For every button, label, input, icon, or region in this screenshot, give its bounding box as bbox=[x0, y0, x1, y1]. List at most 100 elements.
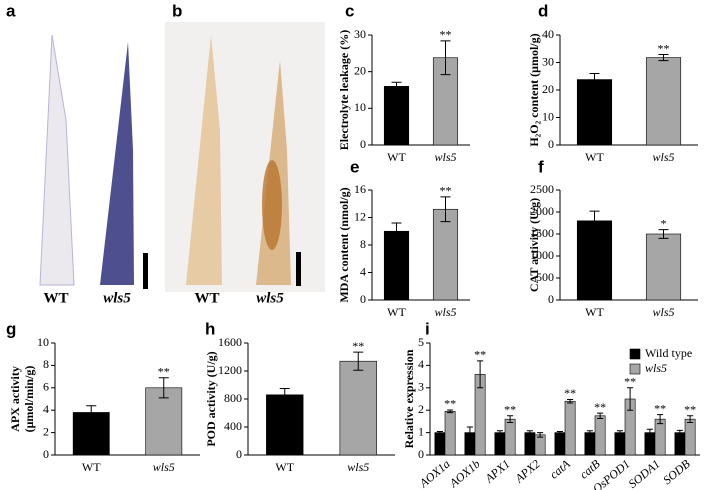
y-axis-label: MDA content (nmol/g) bbox=[337, 187, 351, 302]
bar bbox=[145, 387, 183, 456]
significance: ** bbox=[504, 403, 516, 417]
y-axis-label: Relative expression bbox=[402, 349, 416, 448]
bar bbox=[554, 432, 566, 456]
y-tick-label: 4 bbox=[43, 402, 49, 416]
x-tick-label: wls5 bbox=[434, 305, 456, 319]
legend-swatch bbox=[629, 363, 641, 375]
error-bar bbox=[658, 54, 669, 62]
x-tick-label: wls5 bbox=[652, 305, 674, 319]
error-bar bbox=[676, 429, 683, 436]
y-axis-label: APX activity bbox=[8, 366, 22, 432]
bar bbox=[584, 432, 596, 456]
error-bar bbox=[687, 415, 694, 424]
error-bar bbox=[589, 73, 600, 87]
legend-label: wls5 bbox=[645, 361, 667, 375]
significance: ** bbox=[352, 339, 364, 353]
x-tick-label: WT bbox=[82, 460, 101, 474]
panel-letter: e bbox=[350, 157, 359, 176]
significance: ** bbox=[440, 184, 452, 198]
y-tick-label: 8 bbox=[360, 237, 366, 251]
significance: ** bbox=[658, 41, 670, 55]
panel-letter: a bbox=[6, 1, 16, 20]
panel-letter: g bbox=[6, 319, 16, 338]
y-tick-label: 10 bbox=[37, 335, 49, 349]
bar bbox=[576, 220, 613, 301]
significance: ** bbox=[444, 397, 456, 411]
y-tick-label: 0 bbox=[548, 292, 554, 306]
error-bar bbox=[496, 430, 503, 435]
x-tick-label: SODA1 bbox=[626, 457, 663, 490]
scale-bar bbox=[296, 252, 301, 286]
bar bbox=[504, 418, 516, 456]
y-tick-label: 2000 bbox=[530, 204, 554, 218]
error-bar bbox=[537, 432, 544, 438]
x-tick-label: wls5 bbox=[652, 150, 674, 164]
y-tick-label: 400 bbox=[224, 419, 242, 433]
error-bar bbox=[597, 412, 604, 419]
error-bar bbox=[440, 40, 451, 76]
y-tick-label: 1600 bbox=[218, 335, 242, 349]
error-bar bbox=[589, 210, 600, 231]
y-tick-label: 3 bbox=[418, 380, 424, 394]
error-bar bbox=[447, 409, 454, 414]
bar bbox=[594, 415, 606, 456]
y-tick-label: 10 bbox=[542, 109, 554, 123]
error-bar bbox=[567, 398, 574, 404]
bar bbox=[614, 432, 626, 456]
bar bbox=[564, 400, 576, 456]
bar bbox=[645, 57, 682, 146]
error-bar bbox=[616, 430, 623, 435]
panel-letter: b bbox=[172, 1, 182, 20]
y-tick-label: 10 bbox=[354, 100, 366, 114]
y-tick-label: 8 bbox=[43, 357, 49, 371]
error-bar bbox=[391, 81, 402, 91]
error-bar bbox=[353, 351, 364, 371]
y-axis-label: H₂O₂ content (μmol/g) bbox=[527, 33, 541, 146]
y-tick-label: 800 bbox=[224, 391, 242, 405]
error-bar bbox=[507, 415, 514, 424]
bar bbox=[383, 86, 410, 146]
panel-letter: d bbox=[538, 1, 548, 20]
significance: ** bbox=[474, 348, 486, 362]
leaf-wls5 bbox=[100, 42, 134, 285]
y-axis-label: CAT activity (U/g) bbox=[527, 198, 541, 292]
error-bar bbox=[657, 414, 664, 425]
y-tick-label: 1000 bbox=[530, 248, 554, 262]
x-tick-label: WT bbox=[585, 305, 604, 319]
leaf-wt bbox=[39, 34, 75, 286]
y-tick-label: 2 bbox=[418, 402, 424, 416]
photo-caption: wls5 bbox=[256, 290, 284, 306]
error-bar bbox=[526, 430, 533, 435]
bar bbox=[684, 418, 696, 456]
significance: ** bbox=[654, 401, 666, 415]
y-axis-label: Electrolyte leakage (%) bbox=[337, 30, 351, 150]
error-bar bbox=[391, 222, 402, 240]
x-tick-label: wls5 bbox=[347, 460, 369, 474]
significance: ** bbox=[624, 375, 636, 389]
bar bbox=[266, 394, 304, 456]
error-bar bbox=[86, 405, 97, 420]
x-tick-label: WT bbox=[387, 305, 406, 319]
panel-letter: f bbox=[538, 157, 544, 176]
x-tick-label: AOX1a bbox=[416, 457, 453, 490]
y-tick-label: 0 bbox=[360, 137, 366, 151]
error-bar bbox=[646, 428, 653, 437]
significance: ** bbox=[564, 386, 576, 400]
error-bar bbox=[440, 196, 451, 223]
y-tick-label: 1 bbox=[418, 424, 424, 438]
x-tick-label: APX2 bbox=[511, 457, 542, 486]
bar bbox=[434, 432, 446, 456]
legend-swatch bbox=[629, 348, 641, 360]
y-tick-label: 5 bbox=[418, 335, 424, 349]
y-tick-label: 0 bbox=[418, 447, 424, 461]
y-tick-label: 0 bbox=[236, 447, 242, 461]
photo-caption: WT bbox=[43, 290, 68, 306]
y-tick-label: 2 bbox=[43, 424, 49, 438]
leaf-wt bbox=[186, 35, 222, 285]
x-tick-label: SODB bbox=[660, 456, 693, 487]
y-tick-label: 20 bbox=[354, 63, 366, 77]
x-tick-label: WT bbox=[585, 150, 604, 164]
bar bbox=[645, 233, 682, 301]
y-tick-label: 30 bbox=[542, 54, 554, 68]
